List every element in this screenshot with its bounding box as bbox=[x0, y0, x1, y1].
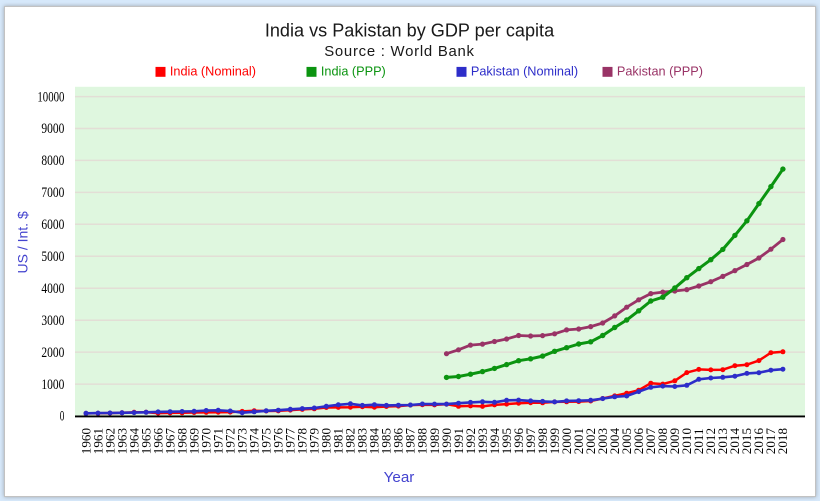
svg-text:1998: 1998 bbox=[535, 428, 550, 455]
svg-text:3000: 3000 bbox=[41, 313, 64, 329]
svg-text:1970: 1970 bbox=[199, 428, 214, 455]
svg-text:1990: 1990 bbox=[439, 428, 454, 455]
svg-text:1000: 1000 bbox=[41, 377, 64, 393]
svg-text:2015: 2015 bbox=[739, 428, 754, 455]
svg-text:1981: 1981 bbox=[331, 428, 346, 454]
svg-text:1964: 1964 bbox=[126, 428, 141, 455]
svg-text:India (Nominal): India (Nominal) bbox=[170, 64, 256, 78]
svg-text:1992: 1992 bbox=[463, 428, 478, 454]
svg-text:1975: 1975 bbox=[259, 428, 274, 455]
svg-text:2009: 2009 bbox=[667, 428, 682, 455]
svg-text:2005: 2005 bbox=[619, 428, 634, 455]
svg-text:2014: 2014 bbox=[727, 428, 742, 455]
svg-text:1977: 1977 bbox=[283, 428, 298, 455]
svg-text:6000: 6000 bbox=[41, 217, 64, 233]
svg-text:1969: 1969 bbox=[186, 428, 201, 455]
svg-text:2018: 2018 bbox=[775, 428, 790, 455]
svg-text:7000: 7000 bbox=[41, 185, 64, 201]
svg-text:1991: 1991 bbox=[451, 428, 466, 454]
svg-text:1984: 1984 bbox=[367, 428, 382, 455]
svg-text:1999: 1999 bbox=[547, 428, 562, 455]
svg-text:Pakistan (Nominal): Pakistan (Nominal) bbox=[471, 64, 578, 78]
svg-text:2003: 2003 bbox=[595, 428, 610, 455]
svg-text:1994: 1994 bbox=[487, 428, 502, 455]
svg-text:2000: 2000 bbox=[41, 345, 64, 361]
svg-text:4000: 4000 bbox=[41, 281, 64, 297]
svg-text:1988: 1988 bbox=[415, 428, 430, 455]
svg-text:9000: 9000 bbox=[41, 121, 64, 137]
svg-text:1983: 1983 bbox=[355, 428, 370, 455]
svg-text:1980: 1980 bbox=[319, 428, 334, 455]
svg-text:1961: 1961 bbox=[90, 428, 105, 454]
svg-text:2004: 2004 bbox=[607, 428, 622, 455]
svg-text:2000: 2000 bbox=[559, 428, 574, 455]
svg-text:1997: 1997 bbox=[523, 428, 538, 455]
svg-text:Pakistan (PPP): Pakistan (PPP) bbox=[617, 64, 703, 78]
svg-text:1963: 1963 bbox=[114, 428, 129, 455]
svg-text:10000: 10000 bbox=[37, 89, 64, 105]
svg-text:2012: 2012 bbox=[703, 428, 718, 454]
svg-text:2010: 2010 bbox=[679, 428, 694, 455]
svg-text:1968: 1968 bbox=[174, 428, 189, 455]
svg-text:2011: 2011 bbox=[691, 428, 706, 454]
svg-text:1962: 1962 bbox=[102, 428, 117, 454]
svg-text:1985: 1985 bbox=[379, 428, 394, 455]
svg-text:2006: 2006 bbox=[631, 428, 646, 455]
svg-text:Year: Year bbox=[384, 469, 415, 486]
svg-text:8000: 8000 bbox=[41, 153, 64, 169]
svg-text:2016: 2016 bbox=[751, 428, 766, 455]
svg-text:1976: 1976 bbox=[271, 428, 286, 455]
svg-text:1971: 1971 bbox=[211, 428, 226, 454]
svg-text:2007: 2007 bbox=[643, 428, 658, 455]
svg-text:India (PPP): India (PPP) bbox=[321, 64, 386, 78]
svg-text:1966: 1966 bbox=[150, 428, 165, 455]
svg-text:1993: 1993 bbox=[475, 428, 490, 455]
svg-text:1960: 1960 bbox=[78, 428, 93, 455]
svg-text:1995: 1995 bbox=[499, 428, 514, 455]
svg-text:2017: 2017 bbox=[763, 428, 778, 455]
svg-text:India vs Pakistan by GDP per c: India vs Pakistan by GDP per capita bbox=[265, 20, 555, 40]
svg-text:Source : World Bank: Source : World Bank bbox=[324, 44, 475, 60]
svg-text:US / Int. $: US / Int. $ bbox=[14, 211, 30, 273]
svg-text:1987: 1987 bbox=[403, 428, 418, 455]
svg-text:1974: 1974 bbox=[247, 428, 262, 455]
svg-text:1982: 1982 bbox=[343, 428, 358, 454]
svg-text:1986: 1986 bbox=[391, 428, 406, 455]
svg-text:1996: 1996 bbox=[511, 428, 526, 455]
svg-text:1979: 1979 bbox=[307, 428, 322, 455]
svg-text:1965: 1965 bbox=[138, 428, 153, 455]
svg-text:0: 0 bbox=[60, 409, 65, 425]
svg-text:1972: 1972 bbox=[223, 428, 238, 454]
svg-text:1989: 1989 bbox=[427, 428, 442, 455]
svg-text:2008: 2008 bbox=[655, 428, 670, 455]
svg-text:5000: 5000 bbox=[41, 249, 64, 265]
svg-text:1973: 1973 bbox=[235, 428, 250, 455]
svg-text:1978: 1978 bbox=[295, 428, 310, 455]
svg-text:2013: 2013 bbox=[715, 428, 730, 455]
svg-text:2001: 2001 bbox=[571, 428, 586, 454]
svg-text:2002: 2002 bbox=[583, 428, 598, 454]
svg-text:1967: 1967 bbox=[162, 428, 177, 455]
